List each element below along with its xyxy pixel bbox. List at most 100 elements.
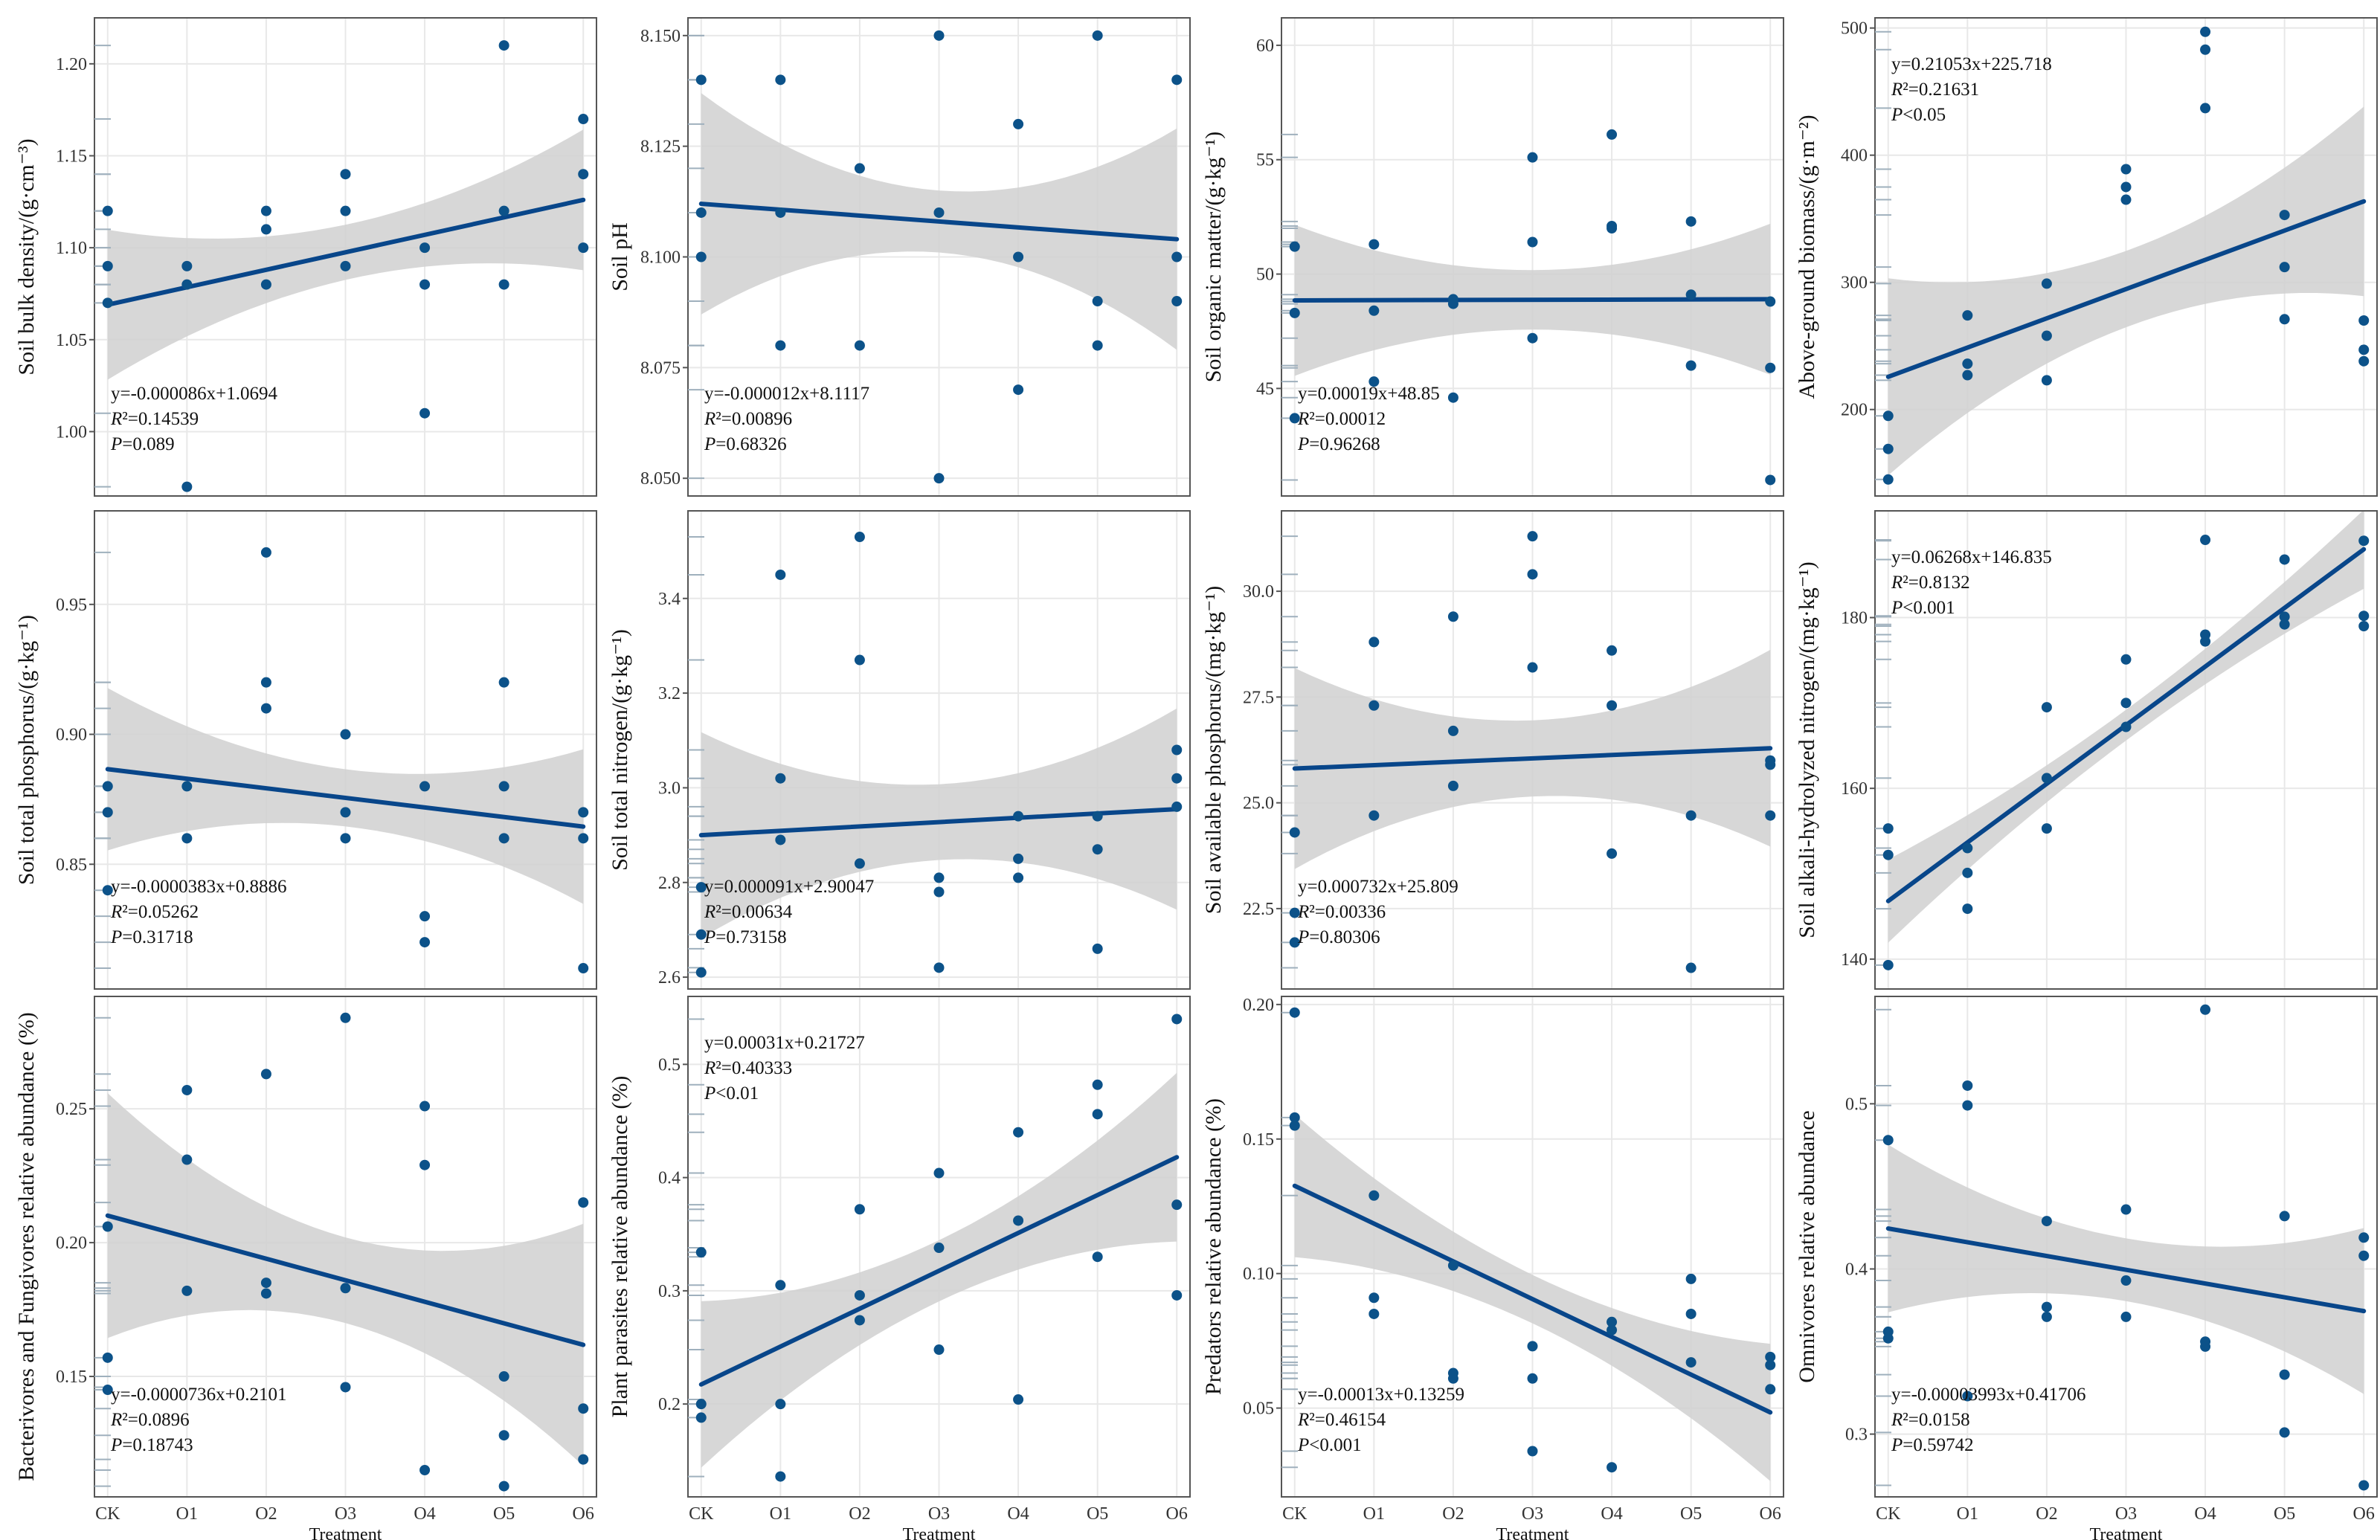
data-point: [2120, 1204, 2132, 1215]
data-point: [1447, 725, 1458, 736]
x-tick-label: O1: [176, 1504, 198, 1524]
y-tick-label: 8.075: [640, 358, 681, 378]
plot-frame: [94, 17, 597, 497]
data-point: [2041, 702, 2052, 713]
stat-r2: R²=0.00336: [1297, 902, 1386, 922]
data-point: [1289, 827, 1300, 838]
data-point: [1962, 310, 1973, 321]
chart-panel-3: 45 50 55 60 Soil organic matter/(g·kg⁻¹) y=0.…: [1201, 17, 1784, 497]
data-point: [260, 1288, 271, 1299]
data-point: [578, 807, 589, 818]
data-point: [1765, 474, 1776, 486]
data-point: [1289, 241, 1300, 252]
stat-equation: y=-0.00013x+0.13259: [1298, 1385, 1464, 1405]
data-point: [1527, 1341, 1538, 1352]
data-point: [1606, 848, 1618, 859]
fit-line: [105, 767, 586, 829]
data-point: [340, 1012, 351, 1023]
data-point: [2358, 535, 2370, 547]
data-point: [498, 40, 509, 51]
y-axis-label: Soil available phosphorus/(mg·kg⁻¹): [1201, 586, 1226, 914]
data-point: [2041, 773, 2052, 784]
y-tick-label: 0.5: [1845, 1095, 1868, 1114]
y-tick-label: 0.85: [56, 855, 87, 874]
data-point: [695, 1412, 707, 1423]
data-point: [695, 929, 707, 940]
stat-equation: y=0.00031x+0.21727: [704, 1033, 865, 1053]
data-point: [695, 251, 707, 262]
data-point: [102, 260, 113, 271]
data-point: [1962, 1391, 1973, 1402]
y-tick-label: 8.100: [640, 248, 681, 268]
data-point: [1092, 1079, 1103, 1090]
data-point: [1962, 903, 1973, 915]
stat-equation: y=-0.00003993x+0.41706: [1891, 1385, 2086, 1405]
data-point: [1171, 801, 1183, 812]
data-point: [1606, 1316, 1618, 1327]
y-tick-label: 0.3: [1845, 1425, 1868, 1445]
x-tick-label: O4: [2194, 1504, 2216, 1524]
data-point: [578, 242, 589, 254]
y-tick-label: 0.4: [658, 1169, 681, 1188]
y-tick-label: 27.5: [1243, 688, 1274, 707]
chart-panel-11: 0.05 0.10 0.15 0.20 CK O1 O2 O3 O4 O5 O6 Treatment P…: [1201, 996, 1784, 1540]
y-axis-label: Plant parasites relative abundance (%): [608, 1076, 632, 1418]
y-tick-label: 3.2: [658, 684, 681, 703]
x-axis-label: Treatment: [309, 1525, 382, 1540]
x-tick-label: O2: [255, 1504, 277, 1524]
stat-p: P<0.001: [1891, 598, 1955, 618]
data-point: [419, 1101, 431, 1112]
data-point: [775, 834, 786, 845]
data-point: [181, 260, 193, 271]
data-point: [933, 30, 945, 41]
y-tick-label: 0.15: [1243, 1130, 1274, 1150]
y-tick-label: 0.4: [1845, 1260, 1868, 1279]
x-tick-label: O5: [1087, 1504, 1108, 1524]
data-point: [1171, 1199, 1183, 1211]
data-point: [933, 872, 945, 883]
y-tick-label: 60: [1256, 36, 1274, 56]
data-point: [1289, 907, 1300, 918]
confidence-band: [107, 129, 584, 380]
chart-panel-7: 22.5 25.0 27.5 30.0 Soil available phosphoru…: [1201, 510, 1784, 990]
stat-p: P=0.089: [110, 434, 175, 454]
fit-line: [105, 1213, 586, 1347]
y-axis-label: Predators relative abundance (%): [1201, 1098, 1226, 1395]
data-point: [498, 1430, 509, 1441]
data-point: [2200, 1004, 2211, 1015]
data-point: [1447, 298, 1458, 309]
data-point: [1685, 1273, 1696, 1284]
data-point: [2279, 554, 2290, 565]
data-point: [181, 279, 193, 290]
data-point: [1447, 1373, 1458, 1384]
stat-r2: R²=0.00012: [1297, 409, 1386, 429]
y-tick-label: 8.050: [640, 469, 681, 489]
data-point: [933, 207, 945, 218]
data-point: [1171, 744, 1183, 755]
x-axis-label: Treatment: [1496, 1525, 1569, 1540]
data-point: [2358, 344, 2370, 355]
data-point: [1013, 1215, 1024, 1226]
y-tick-label: 0.5: [658, 1055, 681, 1075]
y-tick-label: 2.6: [658, 968, 681, 988]
data-point: [419, 1465, 431, 1476]
stat-r2: R²=0.0158: [1891, 1410, 1970, 1430]
plot-frame: [1281, 996, 1784, 1498]
stat-equation: y=0.000732x+25.809: [1298, 877, 1458, 897]
data-point: [854, 340, 865, 351]
y-tick-label: 180: [1841, 609, 1868, 628]
stat-r2: R²=0.8132: [1891, 573, 1970, 593]
data-point: [2200, 636, 2211, 647]
stat-r2: R²=0.40333: [704, 1058, 792, 1078]
data-point: [419, 1159, 431, 1170]
x-axis-label: Treatment: [2090, 1525, 2163, 1540]
data-point: [2358, 1250, 2370, 1261]
data-point: [102, 781, 113, 792]
data-point: [260, 703, 271, 714]
y-tick-label: 400: [1841, 146, 1868, 166]
y-tick-label: 0.2: [658, 1395, 681, 1414]
plot-frame: [1874, 510, 2378, 990]
x-tick-label: O3: [1522, 1504, 1543, 1524]
data-point: [1606, 1462, 1618, 1473]
data-point: [2279, 1369, 2290, 1380]
